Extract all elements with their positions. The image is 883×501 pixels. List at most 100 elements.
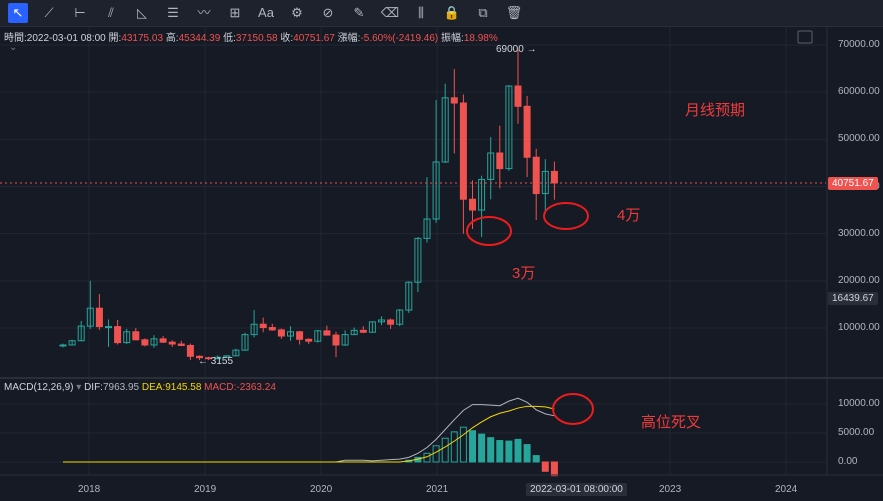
dea-label: DEA: [141,382,166,393]
candle-body [432,161,440,220]
fib-icon[interactable]: ⊘ [322,5,334,20]
macd-histogram-bar [469,430,476,463]
candle-body [277,329,285,337]
macd-panel [0,397,826,477]
candle-body [441,97,449,163]
candle-body [168,341,176,345]
annotation-monthly-outlook: 月线预期 [685,102,746,119]
candle-body [205,357,213,360]
macd-dropdown-icon[interactable]: ▾ [76,382,85,393]
open-value: 43175.03 [121,33,164,44]
time-tick-label: 2021 [426,484,449,495]
macd-histogram-bar [487,437,495,463]
time-tick-label: 2020 [310,484,333,495]
macd-tick-label: 0.00 [838,456,858,467]
candle-body [223,355,231,358]
time-cursor-tag: 2022-03-01 08:00:00 [526,483,627,496]
candle-body [123,331,131,344]
trash-icon[interactable]: 🗑 [505,5,523,20]
macd-histogram-bar [523,444,531,463]
change-label: 漲幅: [337,33,361,44]
dif-value: 7963.95 [102,382,140,393]
candles [59,49,558,361]
macd-histogram-bar [541,461,549,472]
macd-histogram-bar [496,440,504,463]
eraser-icon[interactable]: ⌫ [380,5,400,20]
high-value: 45344.39 [178,33,221,44]
parallel-channel-icon[interactable]: ⫽ [108,5,114,20]
candle-body [523,105,531,158]
candle-body [368,321,376,333]
text-lines-icon[interactable]: ☰ [167,5,179,20]
plus-box-icon[interactable]: ⊞ [229,5,241,20]
candle-body [159,338,167,343]
price-tick-label: 30000.00 [838,227,880,239]
high-mark-value: 69000 [496,44,524,55]
candle-body [332,334,340,346]
candle-body [450,97,458,104]
macd-histogram-bar [505,440,513,463]
candle-body [505,85,513,170]
candle-icon[interactable]: ⫼ [418,5,424,20]
ohlc-legend: 時間:2022-03-01 08:00 開:43175.03 高:45344.3… [4,29,498,44]
macd-histogram-bar [450,431,458,463]
candle-body [214,356,222,360]
candle-body [359,329,367,333]
brush-icon[interactable]: ✎ [353,5,365,20]
horizontal-line-icon[interactable]: ⊢ [74,5,86,20]
macd-histogram-bar [550,461,558,477]
price-tick-label: 20000.00 [838,274,880,286]
candle-body [250,323,258,336]
pattern-icon[interactable]: ⚙ [291,5,303,20]
annotation-3w: 3万 [512,265,536,282]
candle-body [268,327,276,331]
macd-histogram-bar [514,438,522,463]
candle-body [232,349,240,357]
candle-body [114,326,122,344]
candle-body [405,281,413,311]
current-price-tag: 40751.67 [828,177,878,190]
candle-body [59,344,67,347]
candle-body [68,340,76,346]
candle-body [341,334,349,346]
close-label: 收: [280,33,294,44]
text-icon[interactable]: Aa [258,5,274,20]
candle-body [314,330,322,342]
candle-body [150,338,158,346]
candle-body [423,218,431,239]
grid [0,26,826,475]
amp-value: 18.98% [463,33,498,44]
wave-icon[interactable]: 〰 [197,5,211,20]
candle-body [469,198,476,211]
time-value: 2022-03-01 08:00 [26,33,106,44]
amp-label: 振幅: [441,33,464,44]
macd-histogram-bar [459,426,467,463]
lock-icon[interactable]: 🔒 [443,5,461,20]
high-label: 高: [165,33,179,44]
candle-body [259,323,267,329]
candle-body [241,334,249,351]
time-tick-label: 2024 [775,484,798,495]
price-tick-label: 70000.00 [838,39,880,50]
macd-tick-label: 10000.00 [838,398,880,409]
candle-body [177,343,185,346]
collapse-chevron-icon[interactable]: ⌄ [9,42,18,53]
candle-body [459,102,467,200]
price-tick-label: 50000.00 [838,133,880,145]
candle-body [514,85,522,107]
candle-body [196,355,203,359]
copy-icon[interactable]: ⧉ [478,5,488,20]
low-mark-label: ← 3155 [198,356,234,367]
candle-body [141,339,149,346]
dea-value: 9145.58 [165,382,202,393]
trend-line-icon[interactable]: ⟋ [44,5,54,20]
cursor-icon[interactable]: ↖ [8,3,28,23]
triangle-icon[interactable]: ◺ [137,5,147,20]
chart-svg[interactable] [0,26,883,501]
time-tick-label: 2018 [78,484,101,495]
price-tick-label: 60000.00 [838,86,880,98]
circle-4w [543,202,589,230]
circle-death-cross [552,393,594,425]
candle-body [132,331,140,341]
fullscreen-icon[interactable] [797,30,813,44]
